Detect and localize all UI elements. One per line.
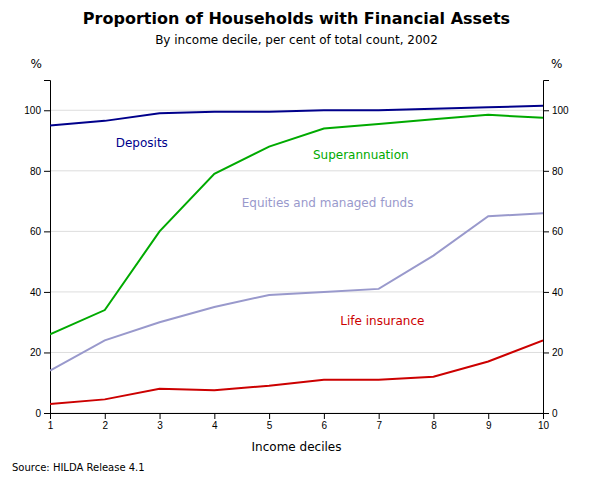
y-axis-line (44, 81, 51, 414)
tick-mark (543, 413, 549, 414)
tick-label: 60 (552, 226, 564, 237)
tick-label: 3 (157, 420, 163, 431)
tick-mark (433, 413, 434, 419)
tick: 8 (431, 413, 437, 431)
tick: 60 (543, 226, 564, 237)
tick: 6 (322, 413, 328, 431)
series-line (50, 115, 543, 334)
tick: 80 (30, 166, 50, 177)
tick: 20 (30, 347, 50, 358)
tick-label: 0 (35, 408, 41, 419)
tick-mark (160, 413, 161, 419)
source: Source: HILDA Release 4.1 (12, 462, 145, 473)
tick-label: 100 (24, 105, 41, 116)
y2-axis-label: % (551, 57, 562, 71)
tick-label: 40 (552, 287, 564, 298)
y-axis: 0 20 40 60 80 100 (24, 81, 50, 419)
tick-mark (44, 231, 50, 232)
tick-label: 10 (538, 420, 550, 431)
subtitle: By income decile, per cent of total coun… (155, 33, 438, 47)
plot: 12345678910020406080100020406080100Depos… (24, 81, 569, 432)
tick-label: 8 (431, 420, 437, 431)
tick-mark (543, 171, 549, 172)
tick-label: 9 (486, 420, 492, 431)
tick: 2 (102, 413, 108, 431)
tick: 100 (543, 105, 569, 116)
tick: 60 (30, 226, 50, 237)
tick: 0 (543, 408, 558, 419)
tick-mark (44, 171, 50, 172)
y2-axis: 0 20 40 60 80 100 (543, 81, 569, 419)
tick: 100 (24, 105, 50, 116)
tick-mark (543, 292, 549, 293)
tick-mark (379, 413, 380, 419)
grid (50, 110, 543, 413)
grid-line (50, 291, 543, 292)
tick: 40 (30, 287, 50, 298)
tick-label: 80 (30, 166, 42, 177)
tick: 7 (376, 413, 382, 431)
tick-mark (105, 413, 106, 419)
tick: 1 (48, 413, 54, 431)
grid-line (50, 352, 543, 353)
tick: 4 (212, 413, 218, 431)
tick: 3 (157, 413, 163, 431)
tick-mark (44, 352, 50, 353)
tick-label: 60 (30, 226, 42, 237)
tick-label: 20 (552, 347, 564, 358)
series-line (50, 340, 543, 404)
tick-mark (44, 292, 50, 293)
title: Proportion of Households with Financial … (83, 9, 510, 28)
tick-label: 2 (102, 420, 108, 431)
annotation: Superannuation (313, 148, 409, 162)
annotation: Equities and managed funds (242, 196, 414, 210)
x-axis-label: Income deciles (252, 440, 342, 454)
tick-mark (324, 413, 325, 419)
tick-mark (488, 413, 489, 419)
y-axis-label: % (31, 57, 42, 71)
tick-label: 0 (552, 408, 558, 419)
chart: Proportion of Households with Financial … (0, 0, 593, 479)
tick-label: 100 (552, 105, 569, 116)
tick-label: 20 (30, 347, 42, 358)
tick-label: 40 (30, 287, 42, 298)
tick: 10 (538, 413, 550, 431)
series-line (50, 213, 543, 370)
lines (50, 106, 543, 404)
tick-label: 7 (376, 420, 382, 431)
tick-mark (543, 231, 549, 232)
tick-mark (543, 352, 549, 353)
x-axis: 1 2 3 4 5 6 7 8 9 10 (48, 413, 550, 431)
tick: 5 (267, 413, 273, 431)
tick-mark (44, 110, 50, 111)
tick-label: 4 (212, 420, 218, 431)
x-axis-line (51, 414, 544, 420)
tick-label: 80 (552, 166, 564, 177)
grid-line (50, 170, 543, 171)
annotation: Deposits (116, 136, 168, 150)
tick-mark (543, 110, 549, 111)
tick: 40 (543, 287, 564, 298)
y2-axis-line (544, 81, 550, 414)
tick: 0 (35, 408, 50, 419)
tick: 9 (486, 413, 492, 431)
tick-mark (269, 413, 270, 419)
annotation: Life insurance (340, 314, 424, 328)
tick-mark (44, 413, 50, 414)
tick: 80 (543, 166, 564, 177)
tick: 20 (543, 347, 564, 358)
tick-label: 1 (48, 420, 54, 431)
tick-mark (214, 413, 215, 419)
tick-label: 5 (267, 420, 273, 431)
tick-label: 6 (322, 420, 328, 431)
